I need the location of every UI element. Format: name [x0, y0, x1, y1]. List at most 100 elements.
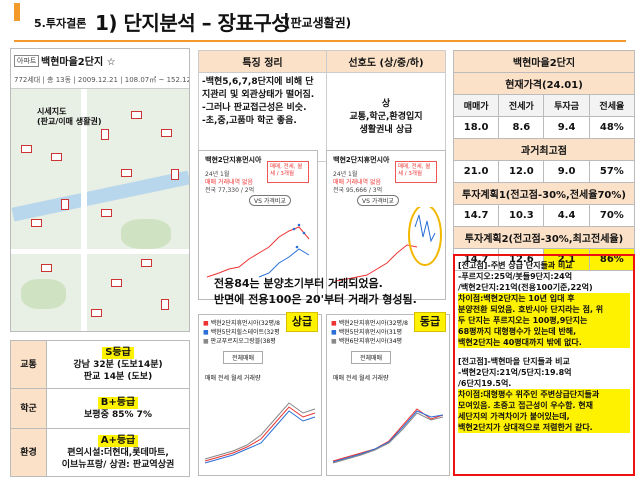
map-marker[interactable]: [171, 169, 179, 180]
cell: 12.6: [498, 248, 545, 271]
page-subtitle: (판교생활권): [285, 16, 352, 30]
apt-name[interactable]: 백현마을2단지 ☆: [41, 57, 116, 68]
price-table-title: 백현마을2단지: [453, 50, 635, 73]
compare-row[interactable]: ■ 백현2단지휴먼시아(32평/8: [203, 320, 280, 327]
note-line-highlight: 차이점:대형평수 위주인 주변상급단지들과: [458, 389, 630, 400]
cell: 57%: [588, 160, 636, 183]
map-marker[interactable]: [111, 279, 122, 287]
compare-list: ■ 백현2단지휴먼시아(32평/8 ■ 백현5단지힐스테이트(32평 ■ 판교푸…: [203, 319, 280, 346]
map-marker[interactable]: [101, 129, 109, 140]
map-marker[interactable]: [91, 309, 102, 317]
grade-label: 학군: [10, 388, 47, 429]
cell: 18.0: [452, 116, 500, 139]
compare-button[interactable]: VS 가격비교: [357, 195, 399, 206]
price-chart-card-1[interactable]: 백현2단지휴먼시아 24년 1월 매매 거래내역 없음 전국 77,330 / …: [198, 150, 318, 300]
card-title: 백현2단지휴먼시아: [333, 156, 390, 164]
map-marker[interactable]: [61, 199, 69, 210]
compare-list: ■ 백현2단지휴먼시아(32평/8 ■ 백현5단지휴먼시아(31평 ■ 백현6단…: [331, 319, 408, 346]
note-line-highlight: 68평까지 대형평수가 있는데 반해,: [458, 326, 630, 337]
upper-badge: 상급: [286, 312, 318, 332]
grade-line: 보평중 85% 7%: [84, 409, 152, 420]
sale-line: [334, 244, 418, 282]
note-line: /6단지19.5억.: [458, 379, 512, 388]
legend-item: 거래량: [243, 375, 261, 382]
cell: 4.4: [543, 204, 590, 227]
compare-row-label: 백현5단지휴먼시아(31평: [338, 329, 403, 336]
price-chart-card-2[interactable]: 백현2단지휴먼시아 24년 1월 매매 거래내역 없음 전국 95,666 / …: [326, 150, 446, 300]
compare-row[interactable]: ■ 백현6단지휴먼시아(34평: [331, 338, 403, 345]
compare-row[interactable]: ■ 백현5단지힐스테이트(32평: [203, 329, 280, 336]
grade-line: 편의시설:더현대,롯데마트,: [67, 447, 169, 458]
compare-row[interactable]: ■ 백현2단지휴먼시아(32평/8: [331, 320, 408, 327]
note-block-2: [전고점]-백현마을 단지들과 비교 -백현2단지:21억/5단지:19.8억 …: [458, 356, 630, 433]
cell: 48%: [588, 116, 636, 139]
grade-line: 판교 14분 (도보): [83, 371, 153, 382]
legend-item: 매매: [333, 375, 345, 382]
map-marker[interactable]: [31, 219, 42, 227]
card-meta: 전국 77,330 / 2억: [205, 187, 255, 194]
compare-chart-upper[interactable]: ■ 백현2단지휴먼시아(32평/8 ■ 백현5단지힐스테이트(32평 ■ 판교푸…: [198, 314, 322, 476]
compare-row-label: 백현5단지힐스테이트(32평: [210, 329, 280, 336]
map-marker[interactable]: [161, 129, 172, 137]
all-sales-button[interactable]: 전체매매: [351, 351, 392, 364]
grade-cell: B+등급 보평중 85% 7%: [46, 388, 190, 429]
features-head-left: 특징 정리: [198, 50, 327, 73]
map-panel[interactable]: 아파트 백현마을2단지 ☆ 772세대 | 총 13동 | 2009.12.21…: [10, 48, 190, 332]
equal-badge: 동급: [414, 312, 446, 332]
note-line: -푸르지오:25억/봇들9단지:24억: [458, 272, 573, 281]
col-head: 전세가: [498, 94, 545, 117]
card-title: 백현2단지휴먼시아: [205, 156, 262, 164]
note-line-highlight: 세단지의 가격차이가 붙어있는데,: [458, 411, 630, 422]
filter-pill[interactable]: 매매, 전세, 월세 / 3개월: [267, 161, 309, 183]
map-marker[interactable]: [41, 264, 52, 272]
point: [302, 231, 306, 235]
compare-button[interactable]: VS 가격비교: [249, 195, 291, 206]
all-sales-button[interactable]: 전체매매: [223, 351, 264, 364]
grade-cell: A+등급 편의시설:더현대,롯데마트, 이브뉴프랑/ 상권: 판교역상권: [46, 428, 190, 477]
compare-row-label: 판교푸르지오그랑블(38평: [210, 338, 276, 345]
grade-badge: A+등급: [97, 434, 139, 447]
legend-item: 월세: [358, 375, 370, 382]
note-line-highlight: 차이점:백현2단지는 10년 입대 후: [458, 293, 630, 304]
preference-level: 상: [381, 98, 391, 109]
cell: 8.6: [498, 116, 545, 139]
price-line-chart: [206, 223, 310, 278]
features-head-right: 선호도 (상/중/하): [326, 50, 446, 73]
price-table: 백현마을2단지 현재가격(24.01) 매매가 전세가 투자금 전세율 18.0…: [452, 50, 636, 271]
grade-label: 환경: [10, 428, 47, 477]
compare-row-label: 백현2단지휴먼시아(32평/8: [210, 320, 280, 327]
jeonse-line: [258, 248, 310, 278]
legend-item: 매매: [205, 375, 217, 382]
filter-pill[interactable]: 매매, 전세, 월세 / 3개월: [395, 161, 437, 183]
card-meta: 매매 거래내역 없음: [333, 179, 381, 186]
apt-tag: 아파트: [14, 55, 40, 67]
page-title: 1) 단지분석 – 장표구성: [95, 11, 290, 35]
compare-row[interactable]: ■ 판교푸르지오그랑블(38평: [203, 338, 276, 345]
preference-line: 교통,학군,환경입지: [349, 111, 423, 122]
map-marker[interactable]: [121, 169, 132, 177]
compare-row-label: 백현6단지휴먼시아(34평: [338, 338, 403, 345]
current-price-head: 현재가격(24.01): [453, 72, 635, 95]
map-marker[interactable]: [101, 209, 112, 217]
map-label-line: (판교/이매 생활권): [37, 117, 102, 126]
note-line: [전고점]-백현마을 단지들과 비교: [458, 357, 570, 366]
compare-row[interactable]: ■ 백현5단지휴먼시아(31평: [331, 329, 403, 336]
map-marker[interactable]: [141, 259, 152, 267]
legend-item: 월세: [230, 375, 242, 382]
compare-chart-equal[interactable]: ■ 백현2단지휴먼시아(32평/8 ■ 백현5단지휴먼시아(31평 ■ 백현6단…: [326, 314, 450, 476]
apt-info: 772세대 | 총 13동 | 2009.12.21 | 108.07㎡ ~ 1…: [14, 76, 190, 84]
map-marker[interactable]: [21, 145, 32, 153]
point: [292, 227, 296, 231]
note-line: [전고점]-주변 상급 단지들과 비교: [458, 261, 573, 270]
series-line: [204, 410, 316, 464]
map-marker[interactable]: [131, 111, 142, 119]
map-marker[interactable]: [51, 153, 62, 161]
sale-line: [206, 226, 310, 278]
cell: 70%: [588, 204, 636, 227]
series-line: [204, 406, 316, 462]
peak-head: 과거최고점: [453, 138, 635, 161]
header-prefix: 5.투자결론: [34, 17, 87, 30]
note-line: /백현2단지:21억(전용100기준,22억): [458, 283, 593, 292]
features-table: 특징 정리 선호도 (상/중/하) -백현5,6,7,8단지에 비해 단 지관리…: [198, 50, 446, 162]
map-marker[interactable]: [161, 299, 169, 310]
